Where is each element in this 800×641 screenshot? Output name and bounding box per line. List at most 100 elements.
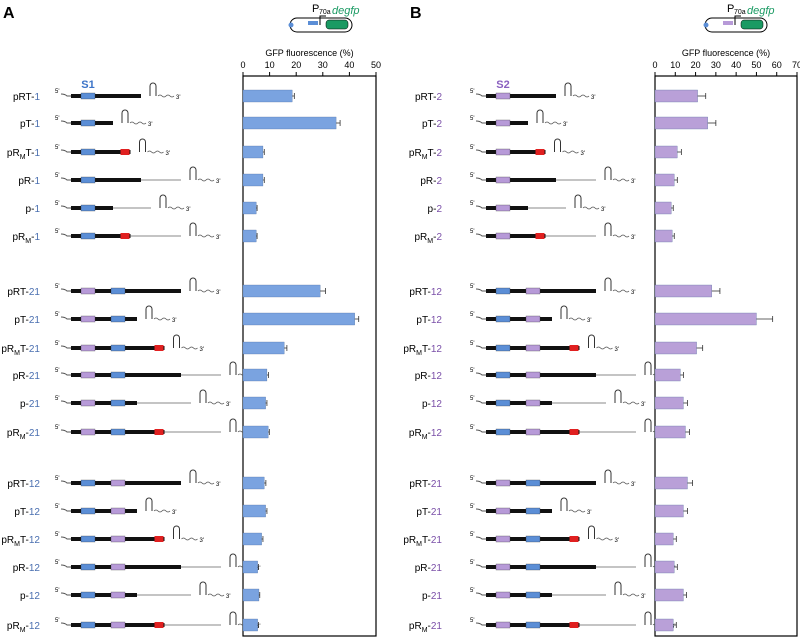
x-tick-label: 0 [240, 60, 245, 70]
five-prime-label: 5' [55, 618, 59, 624]
five-prime-label: 5' [55, 173, 59, 179]
mutation-box [154, 536, 164, 542]
sensor-box [110, 507, 126, 515]
three-prime-label: 3' [631, 290, 635, 296]
sensor-box [80, 176, 96, 184]
x-tick-label: 70 [792, 60, 800, 70]
polyu-tail [181, 346, 198, 350]
construct-label: pRM-12 [7, 621, 41, 634]
three-prime-label: 3' [615, 538, 619, 544]
terminator-hairpin-icon [145, 305, 153, 319]
x-tick-label: 40 [344, 60, 354, 70]
polyu-tail [596, 346, 613, 350]
construct-label: p-1 [26, 204, 41, 215]
sensor-box [495, 428, 511, 436]
construct-label: pRT-2 [415, 92, 443, 103]
three-prime-label: 3' [216, 235, 220, 241]
sensor-box [80, 204, 96, 212]
leader-line [475, 508, 486, 512]
sensor-box [80, 287, 96, 295]
five-prime-label: 5' [55, 504, 59, 510]
polyu-tail [622, 593, 640, 597]
construct-body [71, 481, 181, 485]
sensor-box [525, 591, 541, 599]
x-tick-label: 30 [318, 60, 328, 70]
terminator-hairpin-icon [560, 497, 568, 511]
sensor-box [495, 92, 511, 100]
terminator-hairpin-icon [229, 611, 237, 625]
construct-label: p-12 [422, 399, 442, 410]
sensor-box [525, 344, 541, 352]
three-prime-label: 3' [591, 95, 595, 101]
sensor-box [110, 344, 126, 352]
polyu-tail [207, 593, 225, 597]
construct-label: pR-12 [415, 371, 443, 382]
leader-line [475, 149, 486, 153]
five-prime-label: 5' [470, 504, 474, 510]
five-prime-label: 5' [55, 229, 59, 235]
construct-body [71, 373, 181, 377]
sensor-label: S2 [496, 79, 509, 91]
construct-body [71, 150, 131, 154]
polyu-tail [582, 206, 600, 210]
sensor-box [110, 479, 126, 487]
leader-line [475, 592, 486, 596]
sensor-box [525, 507, 541, 515]
sensor-box [525, 315, 541, 323]
terminator-hairpin-icon [173, 525, 180, 539]
five-prime-label: 5' [470, 201, 474, 207]
three-prime-label: 3' [148, 122, 152, 128]
polyu-tail [568, 509, 586, 513]
sensor-box [80, 344, 96, 352]
sensor-box [525, 479, 541, 487]
construct-label: pRM-21 [7, 428, 41, 441]
sensor-box [80, 563, 96, 571]
mutation-box [569, 345, 579, 351]
leader-line [60, 345, 71, 349]
sensor-box [495, 591, 511, 599]
polyu-tail [197, 289, 215, 293]
terminator-hairpin-icon [173, 334, 180, 348]
leader-line [475, 429, 486, 433]
polyu-tail [572, 94, 590, 98]
polyu-tail [612, 178, 630, 182]
sensor-box [110, 371, 126, 379]
construct-label: pRT-21 [409, 479, 442, 490]
promoter-arrow-icon [734, 15, 741, 25]
terminator-hairpin-icon [574, 194, 582, 208]
construct-body [71, 234, 131, 238]
terminator-hairpin-icon [564, 82, 572, 96]
polyu-tail [197, 481, 215, 485]
sensor-box [80, 119, 96, 127]
polyu-tail [153, 317, 171, 321]
sensor-box [80, 148, 96, 156]
chart-frame [242, 75, 377, 637]
five-prime-label: 5' [470, 284, 474, 290]
construct-body [71, 317, 137, 321]
construct-body [486, 401, 552, 405]
plasmid-origin-icon [703, 22, 709, 28]
sensor-box [495, 148, 511, 156]
construct-body [486, 565, 596, 569]
sensor-box [495, 621, 511, 629]
terminator-hairpin-icon [149, 82, 157, 96]
leader-line [60, 429, 71, 433]
construct-body [486, 150, 546, 154]
construct-label: pRMT-12 [403, 344, 442, 357]
sensor-box [80, 591, 96, 599]
sensor-box [525, 563, 541, 571]
terminator-hairpin-icon [145, 497, 153, 511]
terminator-hairpin-icon [614, 581, 622, 595]
leader-line [475, 177, 486, 181]
five-prime-label: 5' [55, 368, 59, 374]
gfp-gene-icon [740, 19, 764, 30]
bar [654, 201, 672, 215]
five-prime-label: 5' [470, 560, 474, 566]
five-prime-label: 5' [55, 341, 59, 347]
construct-label: pT-12 [416, 315, 442, 326]
terminator-hairpin-icon [604, 277, 612, 291]
construct-body [486, 481, 596, 485]
sensor-box [495, 535, 511, 543]
bar [654, 618, 674, 632]
